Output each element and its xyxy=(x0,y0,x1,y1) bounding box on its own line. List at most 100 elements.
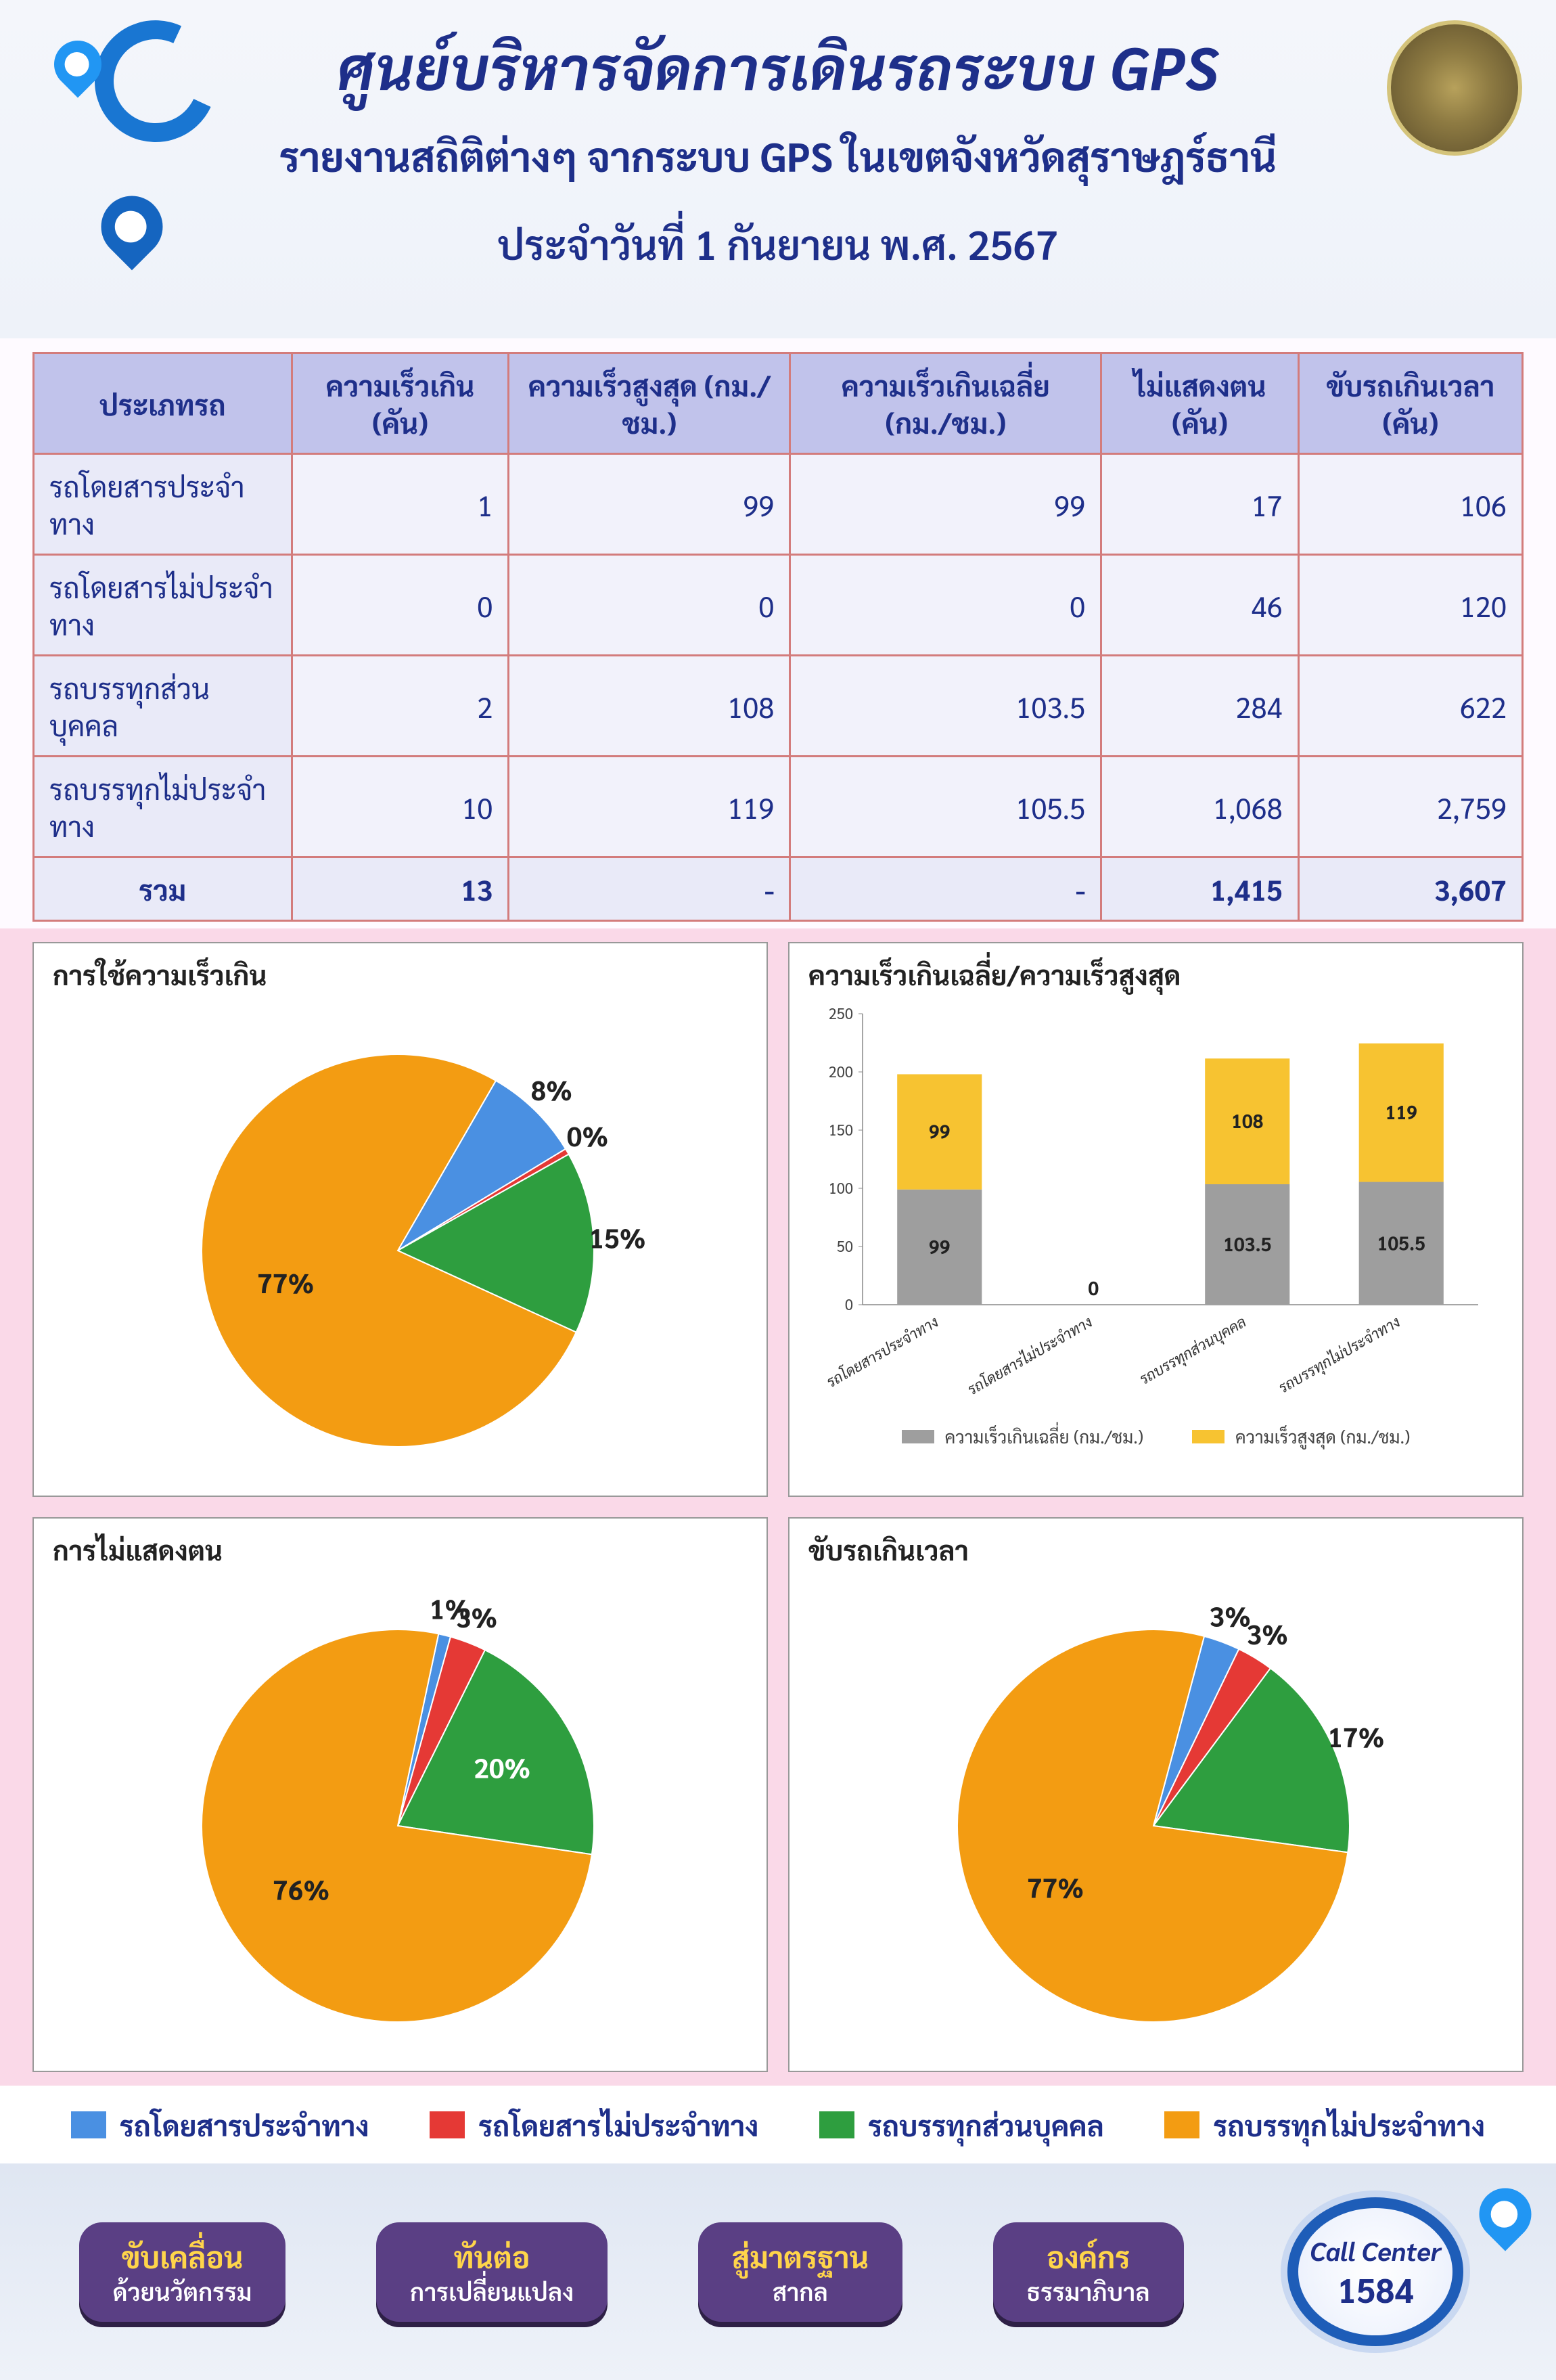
chart-title: การใช้ความเร็วเกิน xyxy=(53,957,748,992)
chart-title: ความเร็วเกินเฉลี่ย/ความเร็วสูงสุด xyxy=(808,957,1503,992)
legend-label: รถบรรทุกส่วนบุคคล xyxy=(868,2106,1104,2143)
legend-swatch xyxy=(430,2111,465,2138)
map-pin-icon xyxy=(1469,2178,1542,2251)
table-cell: 46 xyxy=(1101,555,1298,656)
legend-swatch xyxy=(71,2111,106,2138)
badge-line1: ขับเคลื่อน xyxy=(113,2237,252,2276)
table-cell: 1,415 xyxy=(1101,857,1298,921)
x-category-label: รถบรรทุกไม่ประจำทาง xyxy=(1275,1312,1404,1398)
table-row: รถโดยสารไม่ประจำทาง00046120 xyxy=(34,555,1523,656)
y-tick-label: 0 xyxy=(845,1295,853,1314)
table-sum-row: รวม13--1,4153,607 xyxy=(34,857,1523,921)
bar-value-label: 103.5 xyxy=(1223,1232,1271,1256)
bar-value-label: 99 xyxy=(929,1234,951,1259)
pie-slice-label: 77% xyxy=(257,1265,314,1300)
category-legend: รถโดยสารประจำทาง รถโดยสารไม่ประจำทาง รถบรร… xyxy=(0,2086,1556,2163)
footer-badge: องค์กรธรรมาภิบาล xyxy=(993,2222,1184,2322)
bar-chart-speed: 0501001502002509999รถโดยสารประจำทาง0รถโด… xyxy=(808,1000,1498,1420)
footer-banner: ขับเคลื่อนด้วยนวัตกรรม ทันต่อการเปลี่ยนแป… xyxy=(0,2163,1556,2380)
call-number: 1584 xyxy=(1337,2267,1414,2311)
bar-value-label: 99 xyxy=(929,1119,951,1144)
pie-chart-overtime: 3%3%17%77% xyxy=(808,1575,1498,2063)
pie-slice-label: 77% xyxy=(1027,1869,1084,1904)
legend-label: รถโดยสารประจำทาง xyxy=(120,2106,369,2143)
pie-slice-label: 20% xyxy=(474,1749,530,1784)
summary-table-wrap: ประเภทรถความเร็วเกิน (คัน)ความเร็วสูงสุด… xyxy=(0,338,1556,928)
table-header: ความเร็วเกิน (คัน) xyxy=(292,353,509,454)
y-tick-label: 100 xyxy=(829,1179,853,1198)
legend-swatch xyxy=(1164,2111,1199,2138)
y-tick-label: 50 xyxy=(837,1237,853,1256)
report-date: ประจำวันที่ 1 กันยายน พ.ศ. 2567 xyxy=(0,217,1556,269)
x-category-label: รถโดยสารประจำทาง xyxy=(823,1312,941,1391)
table-header: ประเภทรถ xyxy=(34,353,292,454)
bar-value-label: 108 xyxy=(1231,1108,1263,1133)
pie-slice-label: 17% xyxy=(1327,1719,1384,1754)
legend-swatch xyxy=(1192,1430,1225,1443)
table-cell: 0 xyxy=(509,555,790,656)
table-cell: 120 xyxy=(1298,555,1522,656)
table-cell: - xyxy=(509,857,790,921)
legend-label: ความเร็วเกินเฉลี่ย (กม./ชม.) xyxy=(945,1425,1143,1448)
y-tick-label: 150 xyxy=(829,1121,853,1140)
bar-value-label: 0 xyxy=(1088,1276,1099,1300)
table-header: ไม่แสดงตน (คัน) xyxy=(1101,353,1298,454)
table-cell: 103.5 xyxy=(790,656,1101,757)
table-row: รถบรรทุกส่วนบุคคล2108103.5284622 xyxy=(34,656,1523,757)
legend-item: รถโดยสารประจำทาง xyxy=(71,2106,369,2143)
pie-slice-label: 76% xyxy=(273,1871,329,1906)
panel-speed-bar: ความเร็วเกินเฉลี่ย/ความเร็วสูงสุด 0 50 100… xyxy=(788,942,1524,1497)
table-cell: 1,068 xyxy=(1101,757,1298,857)
badge-line2: สากล xyxy=(732,2276,869,2307)
row-label: รถบรรทุกส่วนบุคคล xyxy=(34,656,292,757)
table-cell: 1 xyxy=(292,454,509,555)
pie-slice-label: 15% xyxy=(589,1219,646,1255)
call-label: Call Center xyxy=(1310,2233,1441,2267)
page-title: ศูนย์บริหารจัดการเดินรถระบบ GPS xyxy=(176,27,1380,104)
table-cell: 3,607 xyxy=(1298,857,1522,921)
table-row: รถโดยสารประจำทาง1999917106 xyxy=(34,454,1523,555)
call-center-badge: Call Center1584 xyxy=(1274,2197,1477,2346)
badge-line2: ธรรมาภิบาล xyxy=(1027,2276,1150,2307)
badge-line1: สู่มาตรฐาน xyxy=(732,2237,869,2276)
page-subtitle: รายงานสถิติต่างๆ จากระบบ GPS ในเขตจังหวั… xyxy=(0,129,1556,181)
row-label: รถโดยสารไม่ประจำทาง xyxy=(34,555,292,656)
legend-swatch xyxy=(819,2111,854,2138)
footer-badge: สู่มาตรฐานสากล xyxy=(698,2222,902,2322)
table-cell: 622 xyxy=(1298,656,1522,757)
footer-badge: ทันต่อการเปลี่ยนแปลง xyxy=(376,2222,608,2322)
x-category-label: รถโดยสารไม่ประจำทาง xyxy=(964,1312,1095,1399)
pie-slice-label: 3% xyxy=(1210,1598,1251,1634)
table-cell: 99 xyxy=(509,454,790,555)
legend-item: รถบรรทุกไม่ประจำทาง xyxy=(1164,2106,1485,2143)
table-header: ความเร็วเกินเฉลี่ย (กม./ชม.) xyxy=(790,353,1101,454)
pie-slice-label: 0% xyxy=(567,1118,608,1153)
row-label: รถโดยสารประจำทาง xyxy=(34,454,292,555)
table-cell: 2 xyxy=(292,656,509,757)
legend-item: รถบรรทุกส่วนบุคคล xyxy=(819,2106,1104,2143)
row-label: รถบรรทุกไม่ประจำทาง xyxy=(34,757,292,857)
table-cell: 17 xyxy=(1101,454,1298,555)
table-cell: 0 xyxy=(790,555,1101,656)
table-cell: 108 xyxy=(509,656,790,757)
bar-value-label: 119 xyxy=(1386,1100,1417,1124)
table-cell: 284 xyxy=(1101,656,1298,757)
summary-table: ประเภทรถความเร็วเกิน (คัน)ความเร็วสูงสุด… xyxy=(32,352,1524,922)
panel-overtime-pie: ขับรถเกินเวลา 3%3%17%77% xyxy=(788,1517,1524,2072)
bar-value-label: 105.5 xyxy=(1377,1230,1425,1255)
legend-item: รถโดยสารไม่ประจำทาง xyxy=(430,2106,758,2143)
badge-line2: การเปลี่ยนแปลง xyxy=(410,2276,574,2307)
panel-noshow-pie: การไม่แสดงตน 1%3%20%76% xyxy=(32,1517,768,2072)
table-cell: 105.5 xyxy=(790,757,1101,857)
table-cell: 10 xyxy=(292,757,509,857)
table-cell: 106 xyxy=(1298,454,1522,555)
table-cell: 2,759 xyxy=(1298,757,1522,857)
table-cell: 119 xyxy=(509,757,790,857)
footer-badge: ขับเคลื่อนด้วยนวัตกรรม xyxy=(79,2222,286,2322)
bar-legend: ความเร็วเกินเฉลี่ย (กม./ชม.) ความเร็วสูง… xyxy=(808,1425,1503,1448)
legend-swatch xyxy=(902,1430,934,1443)
table-header: ขับรถเกินเวลา (คัน) xyxy=(1298,353,1522,454)
y-tick-label: 250 xyxy=(829,1004,853,1023)
y-tick-label: 200 xyxy=(829,1062,853,1081)
chart-title: การไม่แสดงตน xyxy=(53,1532,748,1567)
